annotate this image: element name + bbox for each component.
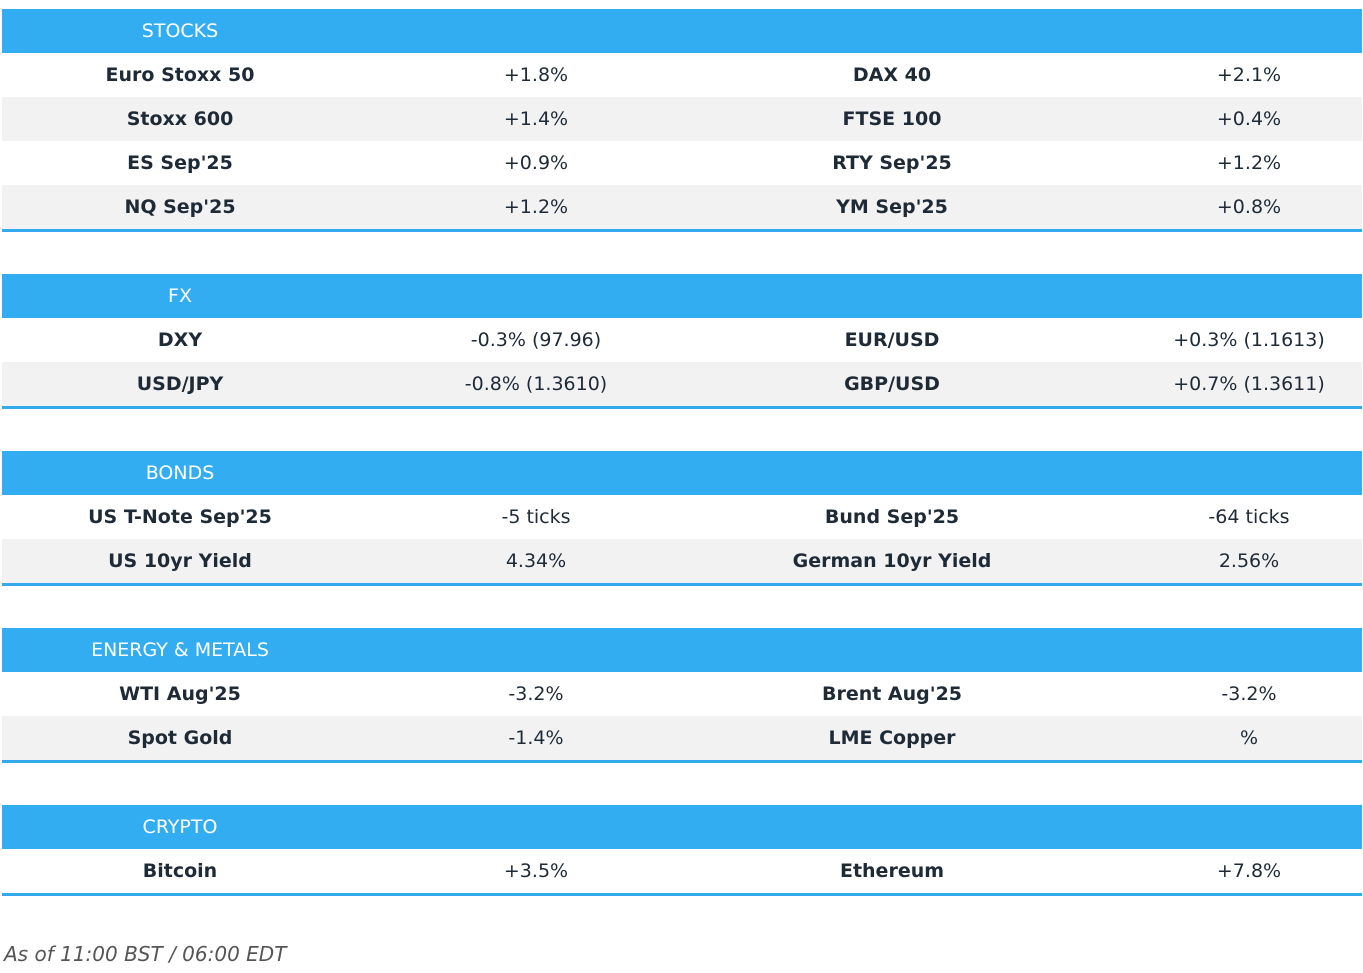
value-cell: +7.8%: [1216, 860, 1282, 882]
value-cell: 2.56%: [1218, 550, 1280, 572]
value-cell: %: [1239, 727, 1259, 749]
label-cell: German 10yr Yield: [792, 550, 992, 572]
label-cell: Euro Stoxx 50: [105, 64, 255, 86]
table-row: NQ Sep'25 +1.2% YM Sep'25 +0.8%: [2, 185, 1362, 229]
section-title: CRYPTO: [142, 816, 218, 838]
label-cell: Ethereum: [839, 860, 945, 882]
label-cell: US 10yr Yield: [108, 550, 252, 572]
section-title: FX: [168, 285, 192, 307]
value-cell: -0.3% (97.96): [470, 329, 602, 351]
value-cell: -1.4%: [508, 727, 564, 749]
value-cell: -64 ticks: [1208, 506, 1290, 528]
label-cell: Brent Aug'25: [821, 683, 963, 705]
value-cell: +0.9%: [503, 152, 569, 174]
value-cell: +0.7% (1.3611): [1173, 373, 1325, 395]
label-cell: EUR/USD: [844, 329, 940, 351]
table-row: US 10yr Yield 4.34% German 10yr Yield 2.56%: [2, 539, 1362, 583]
value-cell: 4.34%: [505, 550, 567, 572]
label-cell: Bitcoin: [142, 860, 218, 882]
value-cell: +2.1%: [1216, 64, 1282, 86]
table-row: ES Sep'25 +0.9% RTY Sep'25 +1.2%: [2, 141, 1362, 185]
value-cell: +0.4%: [1216, 108, 1282, 130]
label-cell: YM Sep'25: [836, 196, 948, 218]
value-cell: +0.3% (1.1613): [1173, 329, 1325, 351]
label-cell: US T-Note Sep'25: [88, 506, 272, 528]
value-cell: +1.2%: [503, 196, 569, 218]
section-header: CRYPTO: [2, 805, 1362, 849]
table-row: WTI Aug'25 -3.2% Brent Aug'25 -3.2%: [2, 672, 1362, 716]
value-cell: -3.2%: [508, 683, 564, 705]
label-cell: LME Copper: [828, 727, 956, 749]
label-cell: WTI Aug'25: [119, 683, 241, 705]
value-cell: +3.5%: [503, 860, 569, 882]
table-row: Euro Stoxx 50 +1.8% DAX 40 +2.1%: [2, 53, 1362, 97]
label-cell: Spot Gold: [127, 727, 233, 749]
label-cell: Stoxx 600: [126, 108, 234, 130]
label-cell: Bund Sep'25: [824, 506, 960, 528]
section: STOCKS Euro Stoxx 50 +1.8% DAX 40 +2.1% Stoxx…: [2, 9, 1362, 232]
label-cell: DXY: [157, 329, 203, 351]
section-title: BONDS: [145, 462, 215, 484]
section: CRYPTO Bitcoin +3.5% Ethereum +7.8%: [2, 805, 1362, 896]
label-cell: NQ Sep'25: [124, 196, 236, 218]
value-cell: -5 ticks: [501, 506, 571, 528]
table-row: DXY -0.3% (97.96) EUR/USD +0.3% (1.1613): [2, 318, 1362, 362]
value-cell: -0.8% (1.3610): [464, 373, 608, 395]
label-cell: RTY Sep'25: [832, 152, 952, 174]
label-cell: GBP/USD: [844, 373, 940, 395]
section: ENERGY & METALS WTI Aug'25 -3.2% Brent Aug'…: [2, 628, 1362, 763]
value-cell: +0.8%: [1216, 196, 1282, 218]
label-cell: FTSE 100: [842, 108, 942, 130]
label-cell: USD/JPY: [136, 373, 224, 395]
value-cell: -3.2%: [1221, 683, 1277, 705]
section: FX DXY -0.3% (97.96) EUR/USD +0.3% (1.1613) U…: [2, 274, 1362, 409]
value-cell: +1.2%: [1216, 152, 1282, 174]
section: BONDS US T-Note Sep'25 -5 ticks Bund Sep'25…: [2, 451, 1362, 586]
table-row: Stoxx 600 +1.4% FTSE 100 +0.4%: [2, 97, 1362, 141]
table-row: Bitcoin +3.5% Ethereum +7.8%: [2, 849, 1362, 893]
value-cell: +1.4%: [503, 108, 569, 130]
section-title: STOCKS: [141, 20, 219, 42]
table-row: Spot Gold -1.4% LME Copper%: [2, 716, 1362, 760]
value-cell: +1.8%: [503, 64, 569, 86]
section-header: STOCKS: [2, 9, 1362, 53]
label-cell: DAX 40: [852, 64, 932, 86]
table-row: USD/JPY -0.8% (1.3610) GBP/USD +0.7% (1.361…: [2, 362, 1362, 406]
label-cell: ES Sep'25: [127, 152, 233, 174]
section-title: ENERGY & METALS: [91, 639, 269, 661]
table-row: US T-Note Sep'25 -5 ticks Bund Sep'25 -64 t…: [2, 495, 1362, 539]
footer: As of 11:00 BST / 06:00 EDT: [4, 942, 287, 966]
section-header: BONDS: [2, 451, 1362, 495]
section-header: ENERGY & METALS: [2, 628, 1362, 672]
section-header: FX: [2, 274, 1362, 318]
